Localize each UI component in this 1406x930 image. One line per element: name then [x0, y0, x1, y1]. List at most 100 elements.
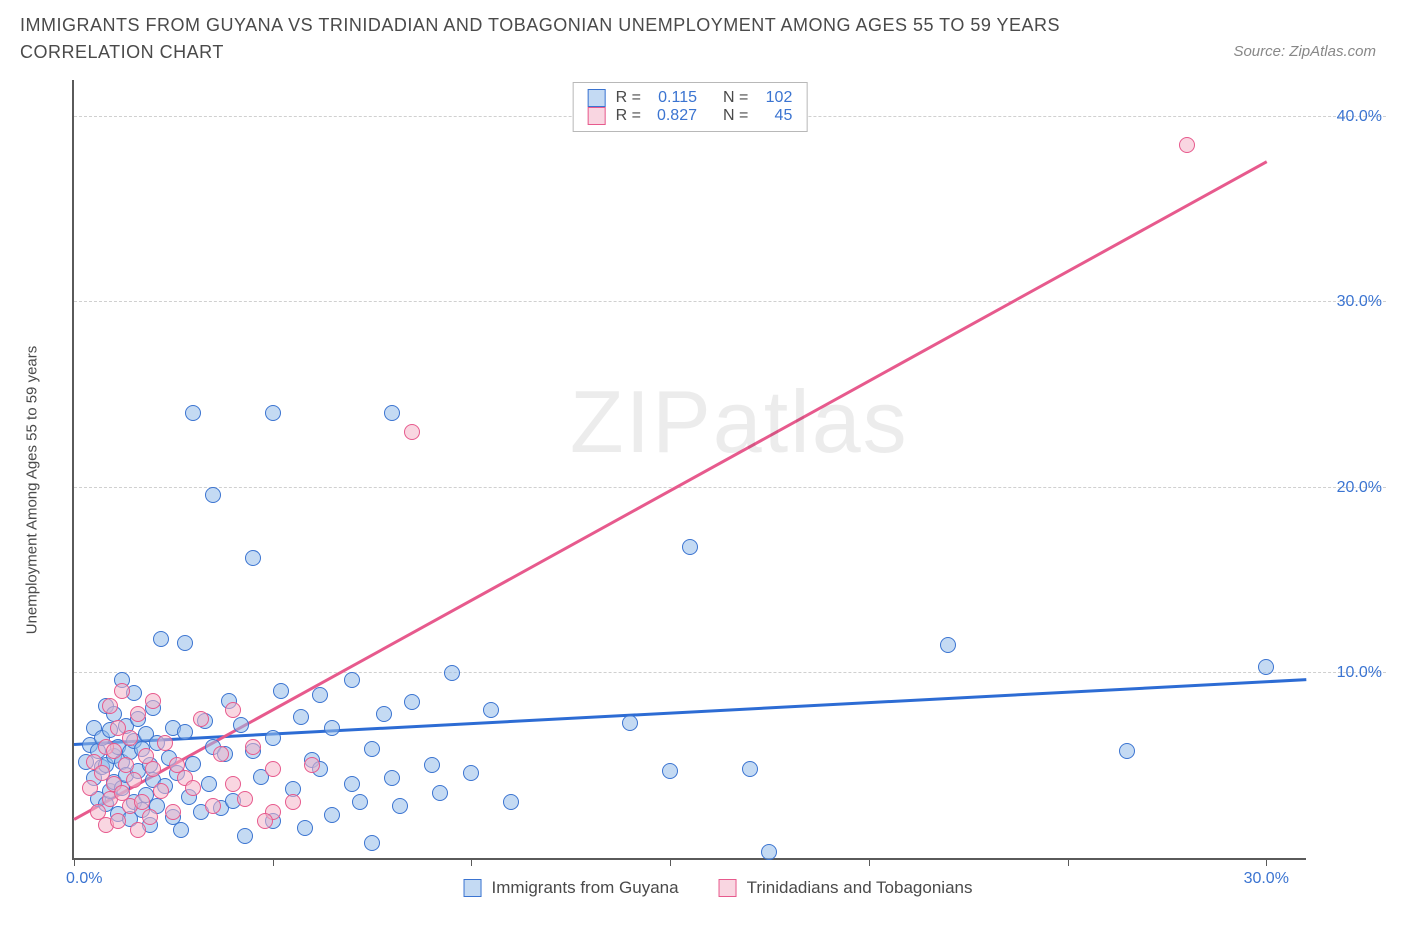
- marker-pink: [126, 772, 142, 788]
- legend-item-blue: Immigrants from Guyana: [464, 878, 679, 898]
- marker-blue: [404, 694, 420, 710]
- source-label: Source: ZipAtlas.com: [1233, 43, 1386, 66]
- marker-blue: [1258, 659, 1274, 675]
- n-value-pink: 45: [758, 107, 792, 125]
- marker-pink: [102, 698, 118, 714]
- marker-pink: [404, 424, 420, 440]
- marker-pink: [82, 780, 98, 796]
- marker-pink: [134, 794, 150, 810]
- x-tick: [471, 858, 472, 866]
- x-tick: [1266, 858, 1267, 866]
- marker-pink: [106, 743, 122, 759]
- legend-item-pink: Trinidadians and Tobagonians: [719, 878, 973, 898]
- marker-blue: [265, 730, 281, 746]
- marker-blue: [1119, 743, 1135, 759]
- marker-pink: [118, 757, 134, 773]
- y-axis-label: Unemployment Among Ages 55 to 59 years: [24, 346, 41, 635]
- marker-blue: [233, 717, 249, 733]
- marker-pink: [185, 780, 201, 796]
- marker-pink: [285, 794, 301, 810]
- marker-blue: [273, 683, 289, 699]
- legend-label-pink: Trinidadians and Tobagonians: [747, 878, 973, 898]
- swatch-blue-icon: [464, 879, 482, 897]
- marker-blue: [940, 637, 956, 653]
- n-value-blue: 102: [758, 89, 792, 107]
- marker-blue: [503, 794, 519, 810]
- marker-blue: [483, 702, 499, 718]
- x-tick: [869, 858, 870, 866]
- marker-pink: [130, 706, 146, 722]
- x-tick: [670, 858, 671, 866]
- y-tick-label: 40.0%: [1337, 108, 1382, 126]
- marker-pink: [122, 730, 138, 746]
- marker-pink: [245, 739, 261, 755]
- stats-legend: R = 0.115 N = 102 R = 0.827 N = 45: [573, 82, 808, 132]
- plot-area: ZIPatlas R = 0.115 N = 102 R = 0.827 N =…: [72, 80, 1306, 860]
- n-label: N =: [723, 89, 748, 107]
- marker-blue: [205, 487, 221, 503]
- legend-label-blue: Immigrants from Guyana: [492, 878, 679, 898]
- r-label: R =: [616, 89, 641, 107]
- marker-blue: [424, 757, 440, 773]
- marker-pink: [157, 735, 173, 751]
- marker-pink: [225, 776, 241, 792]
- plot-container: Unemployment Among Ages 55 to 59 years Z…: [50, 80, 1386, 900]
- marker-blue: [364, 741, 380, 757]
- marker-blue: [432, 785, 448, 801]
- marker-pink: [205, 798, 221, 814]
- marker-blue: [173, 822, 189, 838]
- marker-pink: [145, 761, 161, 777]
- marker-blue: [376, 706, 392, 722]
- marker-blue: [344, 672, 360, 688]
- marker-pink: [153, 783, 169, 799]
- marker-pink: [114, 683, 130, 699]
- marker-blue: [185, 405, 201, 421]
- x-tick: [1068, 858, 1069, 866]
- marker-pink: [1179, 137, 1195, 153]
- marker-blue: [682, 539, 698, 555]
- marker-blue: [245, 550, 261, 566]
- marker-blue: [177, 724, 193, 740]
- marker-blue: [324, 807, 340, 823]
- gridline: [74, 487, 1386, 488]
- marker-blue: [384, 770, 400, 786]
- marker-pink: [304, 757, 320, 773]
- marker-pink: [213, 746, 229, 762]
- r-value-blue: 0.115: [651, 89, 697, 107]
- marker-pink: [257, 813, 273, 829]
- marker-blue: [265, 405, 281, 421]
- marker-pink: [110, 813, 126, 829]
- marker-blue: [344, 776, 360, 792]
- marker-blue: [352, 794, 368, 810]
- marker-blue: [463, 765, 479, 781]
- marker-pink: [237, 791, 253, 807]
- stats-row-blue: R = 0.115 N = 102: [588, 89, 793, 107]
- series-legend: Immigrants from Guyana Trinidadians and …: [464, 878, 973, 898]
- gridline: [74, 672, 1386, 673]
- y-tick-label: 20.0%: [1337, 479, 1382, 497]
- swatch-blue-icon: [588, 89, 606, 107]
- r-value-pink: 0.827: [651, 107, 697, 125]
- stats-row-pink: R = 0.827 N = 45: [588, 107, 793, 125]
- marker-blue: [392, 798, 408, 814]
- marker-pink: [265, 761, 281, 777]
- marker-blue: [185, 756, 201, 772]
- marker-blue: [622, 715, 638, 731]
- marker-blue: [384, 405, 400, 421]
- marker-blue: [364, 835, 380, 851]
- swatch-pink-icon: [588, 107, 606, 125]
- marker-pink: [145, 693, 161, 709]
- marker-blue: [237, 828, 253, 844]
- x-tick: [273, 858, 274, 866]
- trend-line-pink: [73, 161, 1266, 821]
- marker-pink: [142, 809, 158, 825]
- marker-blue: [297, 820, 313, 836]
- trend-line-blue: [74, 678, 1306, 745]
- marker-blue: [201, 776, 217, 792]
- watermark-light: atlas: [713, 372, 909, 471]
- x-tick-label: 0.0%: [66, 870, 102, 888]
- watermark-strong: ZIP: [570, 372, 713, 471]
- marker-pink: [130, 822, 146, 838]
- marker-blue: [444, 665, 460, 681]
- r-label: R =: [616, 107, 641, 125]
